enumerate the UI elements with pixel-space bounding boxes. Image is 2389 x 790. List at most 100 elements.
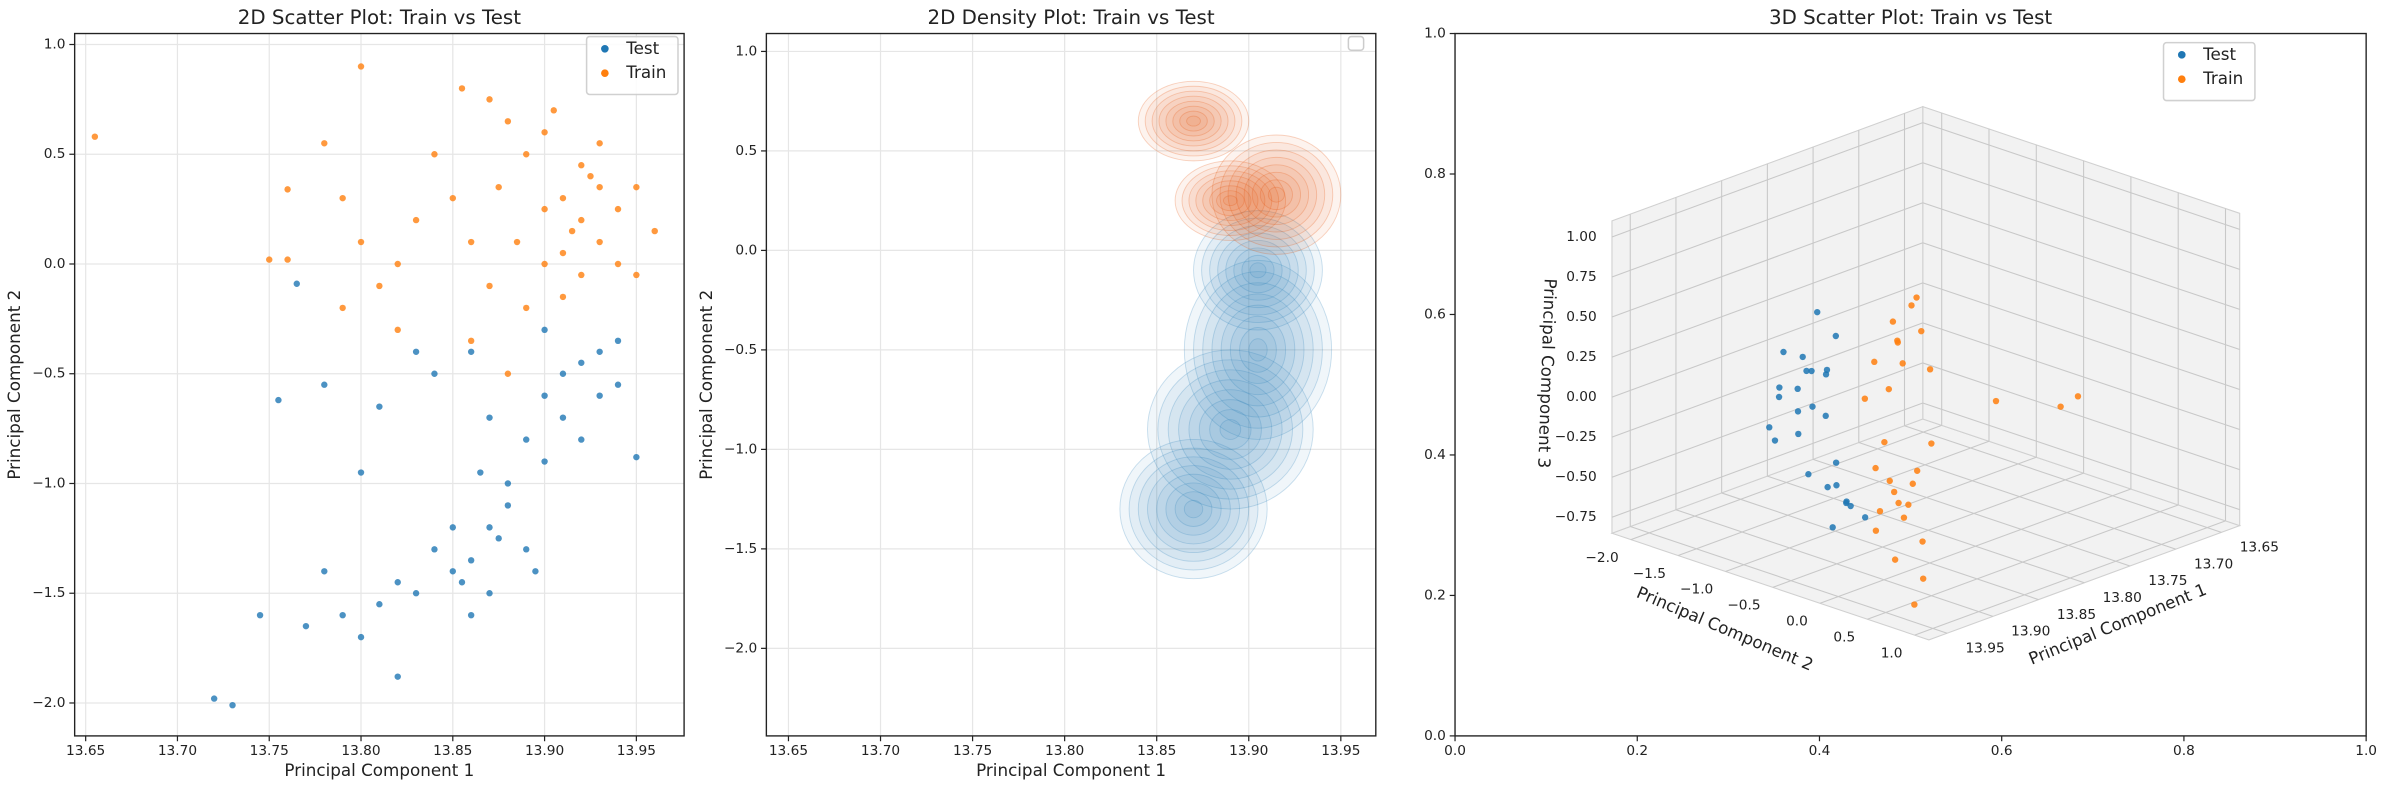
point [578, 162, 585, 169]
point [596, 392, 603, 399]
density-contour [1229, 315, 1287, 384]
density-contour [1227, 149, 1326, 240]
x-tick-label: 13.80 [341, 743, 380, 759]
y-tick-label: −2.0 [32, 695, 65, 711]
density-contour [1202, 282, 1314, 418]
point [578, 436, 585, 443]
grid-line [1725, 456, 2037, 572]
point [357, 469, 365, 476]
point [1919, 575, 1927, 582]
point [467, 238, 475, 246]
y-tick-label: 1.0 [44, 37, 66, 53]
x-tick-label: 0.4 [1809, 743, 1831, 759]
x-tick-label: 13.80 [2103, 590, 2142, 606]
point [1899, 360, 1906, 367]
point [568, 227, 576, 235]
point [1918, 327, 1925, 335]
point [541, 260, 548, 268]
y-tick-label: 1.0 [1424, 26, 1446, 42]
density-contour [1235, 156, 1318, 233]
point [266, 256, 273, 263]
x-tick-label: 13.95 [1965, 640, 2004, 656]
plot-area [74, 33, 685, 736]
point [1794, 385, 1801, 393]
point [339, 194, 346, 202]
density-contour [1167, 369, 1293, 490]
point [559, 370, 567, 377]
axes-frame [73, 32, 685, 737]
legend-label: Test [625, 38, 659, 58]
point [449, 194, 457, 202]
chart-title: 3D Scatter Plot: Train vs Test [1769, 6, 2052, 29]
point [1911, 601, 1918, 608]
density-contour [1195, 175, 1266, 226]
point [293, 280, 300, 287]
y-axis-label: Principal Component 2 [696, 290, 716, 480]
density-contour [1186, 115, 1201, 127]
point [559, 293, 567, 301]
y-tick-label: −0.5 [724, 342, 757, 358]
point [477, 469, 484, 476]
density-contour [1243, 164, 1310, 225]
point [1919, 538, 1926, 545]
y-tick-label: 0.0 [1424, 728, 1446, 744]
density-contour [1119, 438, 1268, 580]
y-tick-label: 0.5 [44, 146, 66, 162]
point [339, 611, 346, 619]
x-tick-label: 13.90 [525, 743, 564, 759]
point [486, 96, 493, 103]
point [467, 348, 475, 355]
point [1814, 308, 1821, 316]
point [1809, 403, 1816, 410]
point [1876, 507, 1884, 515]
point [1832, 332, 1840, 340]
density-contour [1193, 271, 1323, 429]
point [1886, 477, 1893, 485]
point [376, 282, 383, 290]
density-contour [1137, 456, 1250, 562]
z-tick-label: −0.50 [1555, 469, 1597, 485]
point [302, 622, 310, 630]
z-tick-label: −0.75 [1555, 509, 1597, 525]
point [1808, 367, 1815, 375]
chart-title: 2D Density Plot: Train vs Test [928, 6, 1215, 29]
x-tick-label: 13.85 [1137, 743, 1176, 759]
y-tick-label: −1.5 [1633, 566, 1666, 582]
density-contour [1183, 499, 1204, 519]
point [1832, 459, 1840, 466]
point [431, 546, 438, 553]
point [1824, 483, 1831, 491]
point [486, 414, 493, 421]
point [1895, 499, 1902, 507]
point [614, 205, 622, 213]
grid-line [1721, 492, 2039, 601]
y-tick-label: 0.0 [735, 242, 757, 258]
point [357, 238, 365, 246]
z-tick-label: 0.00 [1566, 389, 1597, 405]
point [1885, 385, 1893, 393]
point [275, 396, 282, 404]
grid-line [1767, 475, 2085, 584]
grid-line [1812, 458, 2131, 567]
axes-frame [1454, 32, 2367, 737]
point [1776, 384, 1783, 391]
point [578, 216, 585, 224]
point [339, 304, 346, 312]
density-contour [1193, 210, 1323, 331]
density-contour [1179, 110, 1208, 132]
grid-line [1922, 402, 2240, 511]
grid-line [1630, 526, 1948, 634]
point [1823, 366, 1831, 374]
y-tick-label: 0.5 [1833, 630, 1855, 646]
point [541, 205, 548, 213]
x-tick-label: 13.65 [2240, 540, 2279, 556]
density-contour [1198, 399, 1262, 460]
y-tick-label: 0.0 [44, 256, 66, 272]
grid-line [1611, 322, 1923, 438]
point [532, 568, 539, 575]
density-contour [1174, 160, 1287, 241]
y-tick-label: 0.6 [1424, 306, 1446, 322]
point [394, 579, 401, 586]
legend-box [1347, 35, 1365, 52]
